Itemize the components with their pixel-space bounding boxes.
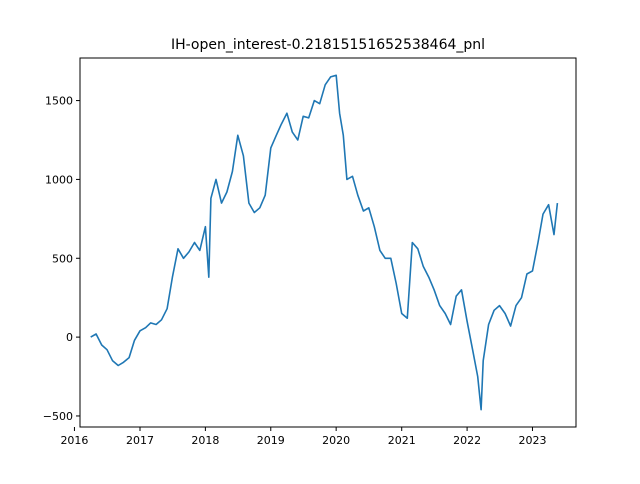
chart-title: IH-open_interest-0.21815151652538464_pnl bbox=[171, 37, 485, 53]
x-tick-label: 2021 bbox=[388, 434, 416, 447]
x-tick-label: 2016 bbox=[60, 434, 88, 447]
x-axis: 2016 2017 2018 2019 2020 2021 2022 2023 bbox=[60, 427, 546, 447]
x-tick-label: 2017 bbox=[126, 434, 154, 447]
x-tick-label: 2022 bbox=[453, 434, 481, 447]
y-tick-label: −500 bbox=[43, 410, 73, 423]
x-tick-label: 2023 bbox=[518, 434, 546, 447]
x-tick-label: 2019 bbox=[257, 434, 285, 447]
plot-area-frame bbox=[79, 57, 577, 428]
y-axis: −500 0 500 1000 1500 bbox=[43, 95, 80, 423]
x-tick-label: 2020 bbox=[322, 434, 350, 447]
x-tick-label: 2018 bbox=[191, 434, 219, 447]
pnl-series-line bbox=[90, 74, 559, 411]
y-tick-label: 1500 bbox=[45, 95, 73, 108]
y-tick-label: 500 bbox=[52, 252, 73, 265]
y-tick-label: 1000 bbox=[45, 173, 73, 186]
y-tick-label: 0 bbox=[66, 331, 73, 344]
